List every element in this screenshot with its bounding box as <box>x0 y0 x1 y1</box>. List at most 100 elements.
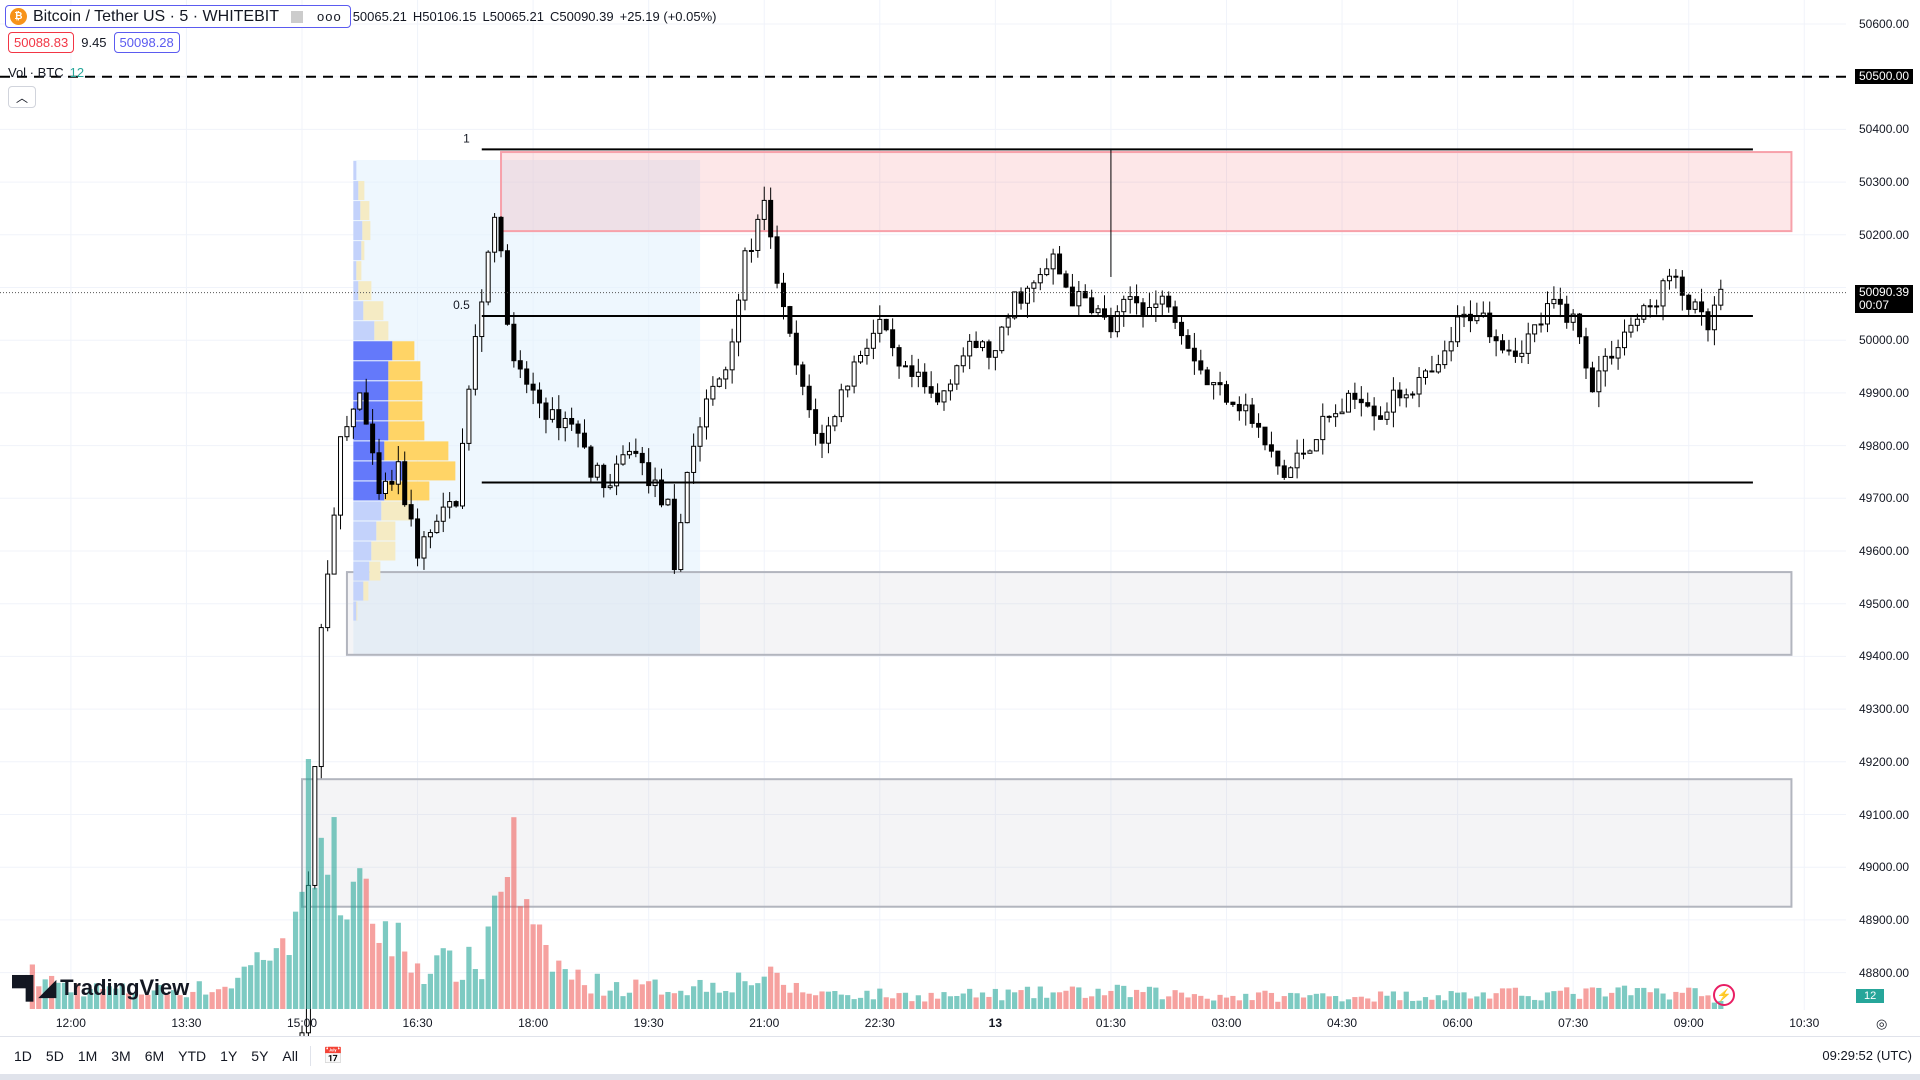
candle-bull <box>447 501 453 508</box>
candle-bear <box>1679 276 1685 296</box>
volume-bar <box>979 992 986 1009</box>
candle-bull <box>325 573 331 629</box>
candle-bull <box>665 498 671 506</box>
collapse-legend-button[interactable]: ︿ <box>8 86 36 108</box>
price-axis[interactable]: 50600.00 50500.00 50400.00 50300.00 50200.00… <box>1848 0 1920 1036</box>
bottom-toolbar: 1D 5D 1M 3M 6M YTD 1Y 5Y All 📅 09:29:52 (UTC) <box>0 1036 1920 1074</box>
go-to-date-icon[interactable]: 📅 <box>322 1047 343 1065</box>
range-button-3m[interactable]: 3M <box>111 1047 131 1064</box>
clock[interactable]: 09:29:52 (UTC) <box>1822 1048 1912 1063</box>
bar-countdown: 00:07 <box>1859 297 1890 312</box>
time-label: 03:00 <box>1211 1016 1242 1030</box>
volume-profile-up-bar <box>353 501 382 521</box>
buy-button[interactable]: 50098.28 <box>113 32 180 53</box>
volume-bar <box>100 988 106 1009</box>
current-price-value: 50090.39 <box>1859 284 1910 299</box>
candle-bull <box>395 461 401 485</box>
candle-bull <box>736 299 742 343</box>
volume-bar <box>1211 1000 1217 1009</box>
candle-bear <box>1378 415 1384 420</box>
candle-bear <box>1686 294 1692 310</box>
candle-bull <box>594 464 600 478</box>
price-chart[interactable]: 10.5 <box>0 0 1846 1036</box>
candle-bull <box>992 350 998 358</box>
more-options-icon[interactable]: ooo <box>316 9 342 24</box>
candle-bull <box>691 445 697 473</box>
volume-profile-down-bar <box>363 301 384 321</box>
volume-bar <box>1692 988 1698 1009</box>
flash-icon[interactable]: ⚡ <box>1713 984 1735 1006</box>
range-button-all[interactable]: All <box>282 1047 298 1064</box>
range-button-5y[interactable]: 5Y <box>251 1047 269 1064</box>
candle-bull <box>344 426 350 438</box>
sell-button[interactable]: 50088.83 <box>8 32 75 53</box>
volume-bar <box>1519 995 1525 1009</box>
volume-bar <box>171 990 177 1009</box>
volume-bar <box>691 986 697 1009</box>
volume-bar <box>492 895 498 1009</box>
candle-bear <box>1249 404 1255 424</box>
volume-bar <box>556 960 562 1009</box>
candle-bull <box>710 385 716 400</box>
candle-bull <box>549 409 555 420</box>
candle-bull <box>729 341 735 371</box>
volume-bar <box>49 975 55 1009</box>
range-button-1m[interactable]: 1M <box>77 1047 98 1064</box>
time-label: 07:30 <box>1558 1016 1589 1030</box>
volume-bar <box>119 983 125 1009</box>
flag-icon[interactable] <box>290 10 303 23</box>
divider <box>309 1045 311 1066</box>
volume-bar <box>639 984 645 1009</box>
range-button-1d[interactable]: 1D <box>14 1047 32 1064</box>
candle-bull <box>1423 370 1428 378</box>
candle-bear <box>517 360 523 370</box>
candle-bull <box>1211 382 1217 386</box>
volume-bar <box>524 899 530 1009</box>
candle-bull <box>1551 298 1557 305</box>
volume-profile-down-bar <box>374 321 389 341</box>
close-value: C50090.39 <box>550 9 614 24</box>
volume-bar <box>190 991 196 1009</box>
volume-bar <box>768 966 774 1009</box>
volume-bar <box>1153 987 1159 1009</box>
range-button-6m[interactable]: 6M <box>144 1047 165 1064</box>
price-label: 48900.00 <box>1859 912 1910 927</box>
range-button-ytd[interactable]: YTD <box>178 1047 207 1064</box>
time-label: 13:30 <box>171 1016 202 1030</box>
candle-bear <box>1140 302 1146 316</box>
volume-bar <box>1056 992 1063 1009</box>
candle-bull <box>954 365 960 385</box>
volume-bar <box>562 969 568 1009</box>
volume-bar <box>1159 999 1165 1009</box>
price-label: 49800.00 <box>1859 438 1910 453</box>
candle-bull <box>357 392 363 410</box>
candle-bear <box>1397 389 1403 399</box>
range-button-1y[interactable]: 1Y <box>220 1047 238 1064</box>
volume-bar <box>1532 999 1538 1009</box>
volume-bar <box>1204 998 1210 1009</box>
open-value: 50065.21 <box>352 9 407 24</box>
symbol-title-box[interactable]: ₿ Bitcoin / Tether US · 5 · WHITEBIT ooo <box>5 5 351 28</box>
candle-bull <box>1692 301 1698 310</box>
candle-bear <box>646 462 652 487</box>
candle-bull <box>1666 275 1672 282</box>
volume-bar <box>177 995 183 1009</box>
range-button-5d[interactable]: 5D <box>45 1047 64 1064</box>
settings-eye-icon[interactable]: ◎ <box>1876 1016 1888 1031</box>
volume-bar <box>1512 987 1518 1009</box>
volume-bar <box>254 952 260 1009</box>
volume-profile-down-bar <box>388 421 425 441</box>
candle-bull <box>1435 364 1441 373</box>
tradingview-logo[interactable]: ▀▌◢ TradingView <box>12 975 189 1001</box>
order-buttons: 50088.83 9.45 50098.28 <box>8 32 180 53</box>
volume-bar <box>581 985 588 1009</box>
volume-bar <box>1570 993 1576 1009</box>
candle-bull <box>1654 305 1660 308</box>
volume-bar <box>1673 991 1679 1009</box>
volume-bar <box>1467 998 1474 1009</box>
candle-bull <box>1448 341 1454 352</box>
volume-bar <box>607 990 613 1009</box>
volume-bar <box>922 1001 928 1009</box>
candle-bear <box>415 518 421 559</box>
volume-bar <box>331 817 337 1009</box>
